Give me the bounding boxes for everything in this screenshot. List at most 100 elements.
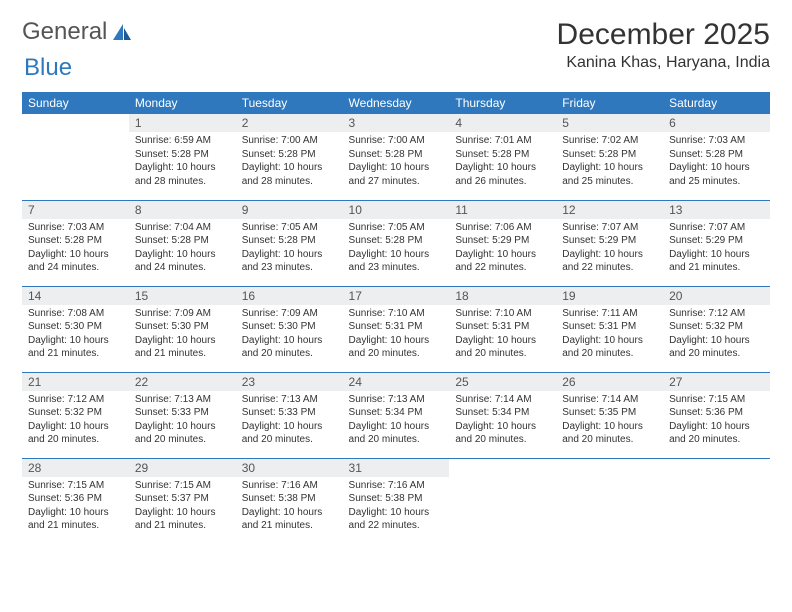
- day-details: Sunrise: 7:09 AMSunset: 5:30 PMDaylight:…: [129, 305, 236, 365]
- calendar-cell: 28Sunrise: 7:15 AMSunset: 5:36 PMDayligh…: [22, 458, 129, 544]
- day-number: 15: [129, 287, 236, 305]
- calendar-cell: 26Sunrise: 7:14 AMSunset: 5:35 PMDayligh…: [556, 372, 663, 458]
- day-number: 5: [556, 114, 663, 132]
- location: Kanina Khas, Haryana, India: [557, 54, 770, 72]
- day-details: Sunrise: 7:15 AMSunset: 5:36 PMDaylight:…: [22, 477, 129, 537]
- weekday-header: Thursday: [449, 92, 556, 114]
- calendar-cell: 9Sunrise: 7:05 AMSunset: 5:28 PMDaylight…: [236, 200, 343, 286]
- day-details: Sunrise: 7:03 AMSunset: 5:28 PMDaylight:…: [663, 132, 770, 192]
- day-details: Sunrise: 7:13 AMSunset: 5:34 PMDaylight:…: [343, 391, 450, 451]
- calendar-cell: 29Sunrise: 7:15 AMSunset: 5:37 PMDayligh…: [129, 458, 236, 544]
- day-number: 23: [236, 373, 343, 391]
- day-number: 19: [556, 287, 663, 305]
- calendar-cell: 2Sunrise: 7:00 AMSunset: 5:28 PMDaylight…: [236, 114, 343, 200]
- calendar-cell: 22Sunrise: 7:13 AMSunset: 5:33 PMDayligh…: [129, 372, 236, 458]
- day-details: Sunrise: 7:03 AMSunset: 5:28 PMDaylight:…: [22, 219, 129, 279]
- day-number: 13: [663, 201, 770, 219]
- day-number: 6: [663, 114, 770, 132]
- calendar-week: 7Sunrise: 7:03 AMSunset: 5:28 PMDaylight…: [22, 200, 770, 286]
- logo-sail-icon: [111, 22, 133, 42]
- calendar-week: 1Sunrise: 6:59 AMSunset: 5:28 PMDaylight…: [22, 114, 770, 200]
- day-details: Sunrise: 7:13 AMSunset: 5:33 PMDaylight:…: [129, 391, 236, 451]
- calendar-table: SundayMondayTuesdayWednesdayThursdayFrid…: [22, 92, 770, 544]
- day-number: 31: [343, 459, 450, 477]
- calendar-cell: 31Sunrise: 7:16 AMSunset: 5:38 PMDayligh…: [343, 458, 450, 544]
- calendar-cell: [22, 114, 129, 200]
- calendar-cell: 6Sunrise: 7:03 AMSunset: 5:28 PMDaylight…: [663, 114, 770, 200]
- calendar-cell: 30Sunrise: 7:16 AMSunset: 5:38 PMDayligh…: [236, 458, 343, 544]
- logo-text-a: General: [22, 18, 107, 46]
- day-number: 27: [663, 373, 770, 391]
- calendar-cell: 21Sunrise: 7:12 AMSunset: 5:32 PMDayligh…: [22, 372, 129, 458]
- day-details: Sunrise: 7:16 AMSunset: 5:38 PMDaylight:…: [343, 477, 450, 537]
- day-number: 24: [343, 373, 450, 391]
- weekday-header: Tuesday: [236, 92, 343, 114]
- day-details: Sunrise: 7:11 AMSunset: 5:31 PMDaylight:…: [556, 305, 663, 365]
- weekday-header: Saturday: [663, 92, 770, 114]
- weekday-header: Monday: [129, 92, 236, 114]
- day-number: 2: [236, 114, 343, 132]
- calendar-cell: [556, 458, 663, 544]
- day-number: 4: [449, 114, 556, 132]
- calendar-cell: [663, 458, 770, 544]
- day-details: Sunrise: 7:12 AMSunset: 5:32 PMDaylight:…: [663, 305, 770, 365]
- calendar-cell: [449, 458, 556, 544]
- month-title: December 2025: [557, 18, 770, 52]
- day-number: 21: [22, 373, 129, 391]
- day-details: Sunrise: 7:06 AMSunset: 5:29 PMDaylight:…: [449, 219, 556, 279]
- logo: General: [22, 18, 135, 46]
- calendar-week: 28Sunrise: 7:15 AMSunset: 5:36 PMDayligh…: [22, 458, 770, 544]
- calendar-cell: 11Sunrise: 7:06 AMSunset: 5:29 PMDayligh…: [449, 200, 556, 286]
- day-number: 1: [129, 114, 236, 132]
- day-details: Sunrise: 7:14 AMSunset: 5:34 PMDaylight:…: [449, 391, 556, 451]
- calendar-cell: 18Sunrise: 7:10 AMSunset: 5:31 PMDayligh…: [449, 286, 556, 372]
- day-number: 8: [129, 201, 236, 219]
- day-details: Sunrise: 7:05 AMSunset: 5:28 PMDaylight:…: [236, 219, 343, 279]
- day-details: Sunrise: 7:00 AMSunset: 5:28 PMDaylight:…: [343, 132, 450, 192]
- day-number: 12: [556, 201, 663, 219]
- calendar-cell: 25Sunrise: 7:14 AMSunset: 5:34 PMDayligh…: [449, 372, 556, 458]
- calendar-cell: 27Sunrise: 7:15 AMSunset: 5:36 PMDayligh…: [663, 372, 770, 458]
- calendar-cell: 3Sunrise: 7:00 AMSunset: 5:28 PMDaylight…: [343, 114, 450, 200]
- logo-text-b: Blue: [24, 54, 72, 82]
- day-details: Sunrise: 7:10 AMSunset: 5:31 PMDaylight:…: [449, 305, 556, 365]
- day-number: 28: [22, 459, 129, 477]
- day-details: Sunrise: 7:16 AMSunset: 5:38 PMDaylight:…: [236, 477, 343, 537]
- day-details: Sunrise: 7:13 AMSunset: 5:33 PMDaylight:…: [236, 391, 343, 451]
- day-number: 26: [556, 373, 663, 391]
- day-number: 30: [236, 459, 343, 477]
- day-details: Sunrise: 7:07 AMSunset: 5:29 PMDaylight:…: [663, 219, 770, 279]
- calendar-week: 14Sunrise: 7:08 AMSunset: 5:30 PMDayligh…: [22, 286, 770, 372]
- day-details: Sunrise: 7:14 AMSunset: 5:35 PMDaylight:…: [556, 391, 663, 451]
- title-block: December 2025 Kanina Khas, Haryana, Indi…: [557, 18, 770, 72]
- day-details: Sunrise: 7:10 AMSunset: 5:31 PMDaylight:…: [343, 305, 450, 365]
- calendar-cell: 23Sunrise: 7:13 AMSunset: 5:33 PMDayligh…: [236, 372, 343, 458]
- day-number: 9: [236, 201, 343, 219]
- day-number: 3: [343, 114, 450, 132]
- day-details: Sunrise: 6:59 AMSunset: 5:28 PMDaylight:…: [129, 132, 236, 192]
- calendar-cell: 15Sunrise: 7:09 AMSunset: 5:30 PMDayligh…: [129, 286, 236, 372]
- day-details: Sunrise: 7:12 AMSunset: 5:32 PMDaylight:…: [22, 391, 129, 451]
- calendar-cell: 13Sunrise: 7:07 AMSunset: 5:29 PMDayligh…: [663, 200, 770, 286]
- day-number: 11: [449, 201, 556, 219]
- day-number: 22: [129, 373, 236, 391]
- day-number: 7: [22, 201, 129, 219]
- calendar-cell: 8Sunrise: 7:04 AMSunset: 5:28 PMDaylight…: [129, 200, 236, 286]
- calendar-cell: 14Sunrise: 7:08 AMSunset: 5:30 PMDayligh…: [22, 286, 129, 372]
- day-number: 20: [663, 287, 770, 305]
- calendar-cell: 19Sunrise: 7:11 AMSunset: 5:31 PMDayligh…: [556, 286, 663, 372]
- day-details: Sunrise: 7:15 AMSunset: 5:36 PMDaylight:…: [663, 391, 770, 451]
- day-details: Sunrise: 7:08 AMSunset: 5:30 PMDaylight:…: [22, 305, 129, 365]
- calendar-cell: 16Sunrise: 7:09 AMSunset: 5:30 PMDayligh…: [236, 286, 343, 372]
- calendar-cell: 5Sunrise: 7:02 AMSunset: 5:28 PMDaylight…: [556, 114, 663, 200]
- day-number: 17: [343, 287, 450, 305]
- day-details: Sunrise: 7:07 AMSunset: 5:29 PMDaylight:…: [556, 219, 663, 279]
- day-number: 25: [449, 373, 556, 391]
- calendar-cell: 7Sunrise: 7:03 AMSunset: 5:28 PMDaylight…: [22, 200, 129, 286]
- day-details: Sunrise: 7:05 AMSunset: 5:28 PMDaylight:…: [343, 219, 450, 279]
- day-number: 16: [236, 287, 343, 305]
- calendar-week: 21Sunrise: 7:12 AMSunset: 5:32 PMDayligh…: [22, 372, 770, 458]
- day-details: Sunrise: 7:04 AMSunset: 5:28 PMDaylight:…: [129, 219, 236, 279]
- day-number: 10: [343, 201, 450, 219]
- day-number: 14: [22, 287, 129, 305]
